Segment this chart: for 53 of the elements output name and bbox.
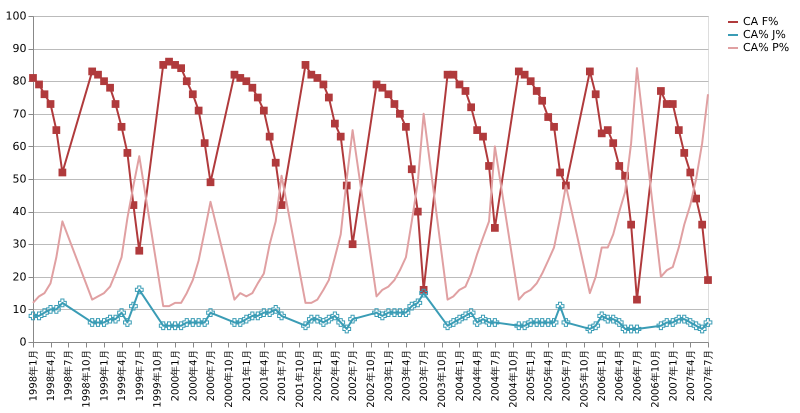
x-tick-label: 2002年10月 [365, 350, 377, 408]
y-tick-label: 0 [20, 336, 26, 348]
y-tick-label: 80 [12, 74, 26, 88]
x-tick-label: 1999年7月 [134, 350, 146, 402]
x-tick-label: 2005年4月 [542, 350, 555, 402]
legend-label: CA% P% [743, 41, 790, 54]
x-tick-label: 2004年4月 [472, 350, 484, 402]
x-tick-label: 2006年4月 [614, 350, 626, 402]
x-tick-label: 2002年7月 [347, 350, 360, 402]
x-tick-label: 2007年7月 [702, 350, 714, 402]
x-tick-label: 2002年4月 [329, 350, 342, 402]
y-tick-label: 60 [12, 140, 26, 153]
x-tick-label: 2001年10月 [294, 350, 306, 408]
y-tick-label: 100 [6, 10, 26, 22]
x-tick-label: 1999年1月 [98, 350, 111, 402]
x-tick-label: 1998年7月 [62, 350, 75, 402]
x-tick-label: 2007年4月 [684, 350, 697, 402]
x-tick-label: 1998年10月 [80, 350, 93, 408]
y-tick-label: 90 [12, 42, 26, 56]
x-tick-label: 2004年7月 [489, 350, 502, 402]
x-tick-label: 2003年10月 [436, 350, 448, 408]
x-tick-label: 2006年7月 [631, 350, 644, 402]
x-tick-label: 2007年1月 [667, 350, 680, 402]
x-tick-label: 2000年1月 [170, 350, 182, 402]
x-tick-label: 2003年4月 [400, 350, 412, 402]
x-tick-label: 2004年10月 [507, 350, 520, 408]
legend-label: CA F% [743, 15, 778, 28]
x-tick-label: 2006年10月 [649, 350, 662, 408]
y-tick-label: 40 [12, 205, 26, 218]
x-tick-label: 2001年4月 [258, 350, 270, 402]
x-tick-label: 1998年1月 [28, 350, 40, 402]
y-tick-label: 50 [12, 172, 26, 186]
x-tick-label: 2006年1月 [596, 350, 608, 402]
x-tick-label: 2003年1月 [382, 350, 395, 402]
y-tick-label: 10 [12, 302, 26, 316]
x-tick-label: 1998年4月 [45, 350, 58, 402]
x-tick-label: 2005年7月 [560, 350, 572, 402]
y-tick-label: 20 [12, 270, 26, 284]
x-tick-label: 2000年7月 [205, 350, 218, 402]
x-tick-label: 2002年1月 [312, 350, 324, 402]
x-tick-label: 2005年1月 [525, 350, 538, 402]
x-tick-label: 1999年4月 [116, 350, 128, 402]
x-tick-label: 2001年7月 [276, 350, 288, 402]
x-tick-label: 1999年10月 [152, 350, 164, 408]
x-tick-label: 2000年4月 [187, 350, 200, 402]
x-tick-label: 2001年1月 [240, 350, 253, 402]
x-tick-label: 2005年10月 [578, 350, 590, 408]
x-tick-label: 2003年7月 [418, 350, 430, 402]
y-tick-label: 70 [12, 107, 26, 120]
legend-label: CA% J% [743, 28, 786, 41]
x-tick-label: 2000年10月 [222, 350, 235, 408]
x-tick-label: 2004年1月 [454, 350, 466, 402]
y-tick-label: 30 [12, 238, 26, 251]
